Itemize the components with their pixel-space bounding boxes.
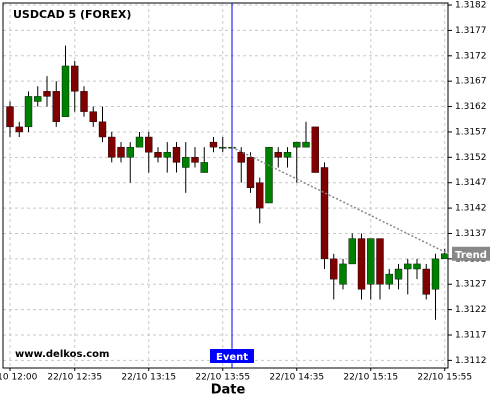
candle-body — [302, 141, 310, 148]
x-axis-label: Date — [211, 383, 246, 398]
candle-body — [145, 136, 153, 153]
x-tick-label: 22/10 14:35 — [269, 373, 324, 383]
candle-body — [431, 258, 440, 290]
candle-body — [182, 157, 190, 168]
x-tick-label: 22/10 15:15 — [343, 373, 398, 383]
y-tick-label: 1.3112 — [455, 356, 487, 366]
candle-body — [15, 126, 23, 133]
candle-body — [6, 106, 14, 128]
x-tick-label: 22/10 12:00 — [0, 373, 38, 383]
candle-body — [237, 152, 245, 163]
candle-body — [191, 157, 199, 163]
candle-body — [219, 146, 227, 149]
plot-border — [2, 2, 449, 369]
candle-body — [274, 152, 282, 158]
candle-body — [89, 111, 97, 122]
candle-body — [135, 136, 144, 148]
watermark: www.delkos.com — [15, 349, 109, 360]
x-tick-label: 22/10 12:35 — [47, 373, 102, 383]
candle-body — [98, 121, 107, 138]
y-tick-label: 1.3117 — [455, 331, 487, 341]
candle-body — [283, 152, 292, 158]
candle-body — [80, 91, 88, 112]
candle-body — [209, 141, 218, 148]
candle-body — [117, 146, 125, 158]
candle-body — [404, 263, 412, 270]
y-tick-label: 1.3177 — [455, 26, 487, 36]
chart-title: USDCAD 5 (FOREX) — [13, 8, 131, 21]
y-tick-label: 1.3152 — [455, 153, 487, 163]
x-tick-label: 22/10 15:55 — [417, 373, 472, 383]
event-label: Event — [216, 352, 248, 363]
candle-body — [320, 167, 329, 260]
candle-body — [367, 238, 375, 285]
candle-body — [422, 268, 430, 295]
candle-body — [265, 146, 273, 204]
candle-body — [348, 238, 356, 265]
candle-body — [61, 65, 70, 117]
x-tick-label: 22/10 13:55 — [195, 373, 250, 383]
candle-body — [24, 96, 33, 128]
trend-line — [231, 146, 449, 255]
candle-body — [108, 136, 116, 158]
candle-body — [330, 258, 338, 280]
trend-label-box — [452, 246, 490, 261]
x-tick-label: 22/10 13:15 — [121, 373, 176, 383]
candle-body — [441, 253, 449, 260]
y-tick-label: 1.3142 — [455, 204, 487, 214]
y-tick-label: 1.3147 — [455, 178, 487, 188]
event-label-box — [210, 349, 254, 363]
candle-body — [154, 152, 162, 158]
candle-body — [163, 152, 171, 158]
y-tick-label: 1.3127 — [455, 280, 487, 290]
y-tick-label: 1.3157 — [455, 127, 487, 137]
candle-body — [293, 141, 301, 148]
candle-body — [34, 96, 42, 102]
candle-body — [71, 65, 79, 92]
candle-body — [385, 273, 393, 285]
candle-body — [394, 268, 403, 280]
y-tick-label: 1.3167 — [455, 77, 487, 87]
candle-body — [52, 91, 60, 122]
candle-body — [413, 263, 421, 270]
candle-body — [376, 238, 384, 285]
y-tick-label: 1.3162 — [455, 102, 487, 112]
candle-body — [43, 91, 51, 97]
candle-body — [200, 162, 208, 173]
y-tick-label: 1.3172 — [455, 51, 487, 61]
candle-body — [339, 263, 347, 285]
candle-body — [357, 238, 366, 290]
candle-body — [311, 126, 319, 173]
trend-label: Trend — [455, 250, 487, 261]
candle-body — [256, 182, 264, 209]
candle-body — [172, 146, 181, 163]
candle-body — [246, 157, 255, 188]
y-tick-label: 1.3122 — [455, 305, 487, 315]
candle-body — [126, 146, 134, 158]
y-tick-label: 1.3137 — [455, 229, 487, 239]
y-tick-label: 1.3182 — [455, 1, 487, 11]
